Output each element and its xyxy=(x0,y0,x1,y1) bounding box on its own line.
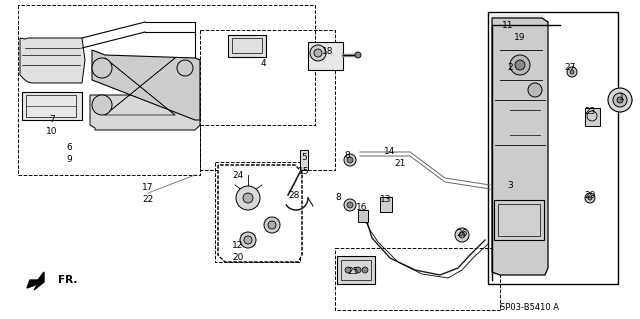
Circle shape xyxy=(347,202,353,208)
Text: 15: 15 xyxy=(298,167,310,176)
Bar xyxy=(200,30,335,170)
Circle shape xyxy=(588,196,592,200)
Circle shape xyxy=(355,52,361,58)
Text: 13: 13 xyxy=(380,196,392,204)
Circle shape xyxy=(314,49,322,57)
Text: 9: 9 xyxy=(66,155,72,165)
Circle shape xyxy=(570,70,574,74)
Polygon shape xyxy=(492,18,548,275)
Text: 21: 21 xyxy=(394,160,406,168)
Text: 8: 8 xyxy=(344,151,350,160)
Bar xyxy=(232,38,262,53)
Circle shape xyxy=(515,60,525,70)
Text: 28: 28 xyxy=(288,190,300,199)
Bar xyxy=(22,92,82,120)
Circle shape xyxy=(344,154,356,166)
Circle shape xyxy=(585,193,595,203)
Circle shape xyxy=(345,267,351,273)
Text: 18: 18 xyxy=(323,48,333,56)
Circle shape xyxy=(347,157,353,163)
Text: 5: 5 xyxy=(301,153,307,162)
Bar xyxy=(215,162,300,262)
Circle shape xyxy=(310,45,326,61)
Text: 11: 11 xyxy=(502,20,514,29)
Text: 2: 2 xyxy=(507,63,513,72)
Bar xyxy=(228,35,266,57)
Text: 26: 26 xyxy=(456,228,468,238)
Circle shape xyxy=(608,88,632,112)
Text: 20: 20 xyxy=(232,254,244,263)
Circle shape xyxy=(459,232,465,238)
Circle shape xyxy=(613,93,627,107)
Bar xyxy=(337,256,375,284)
Text: 4: 4 xyxy=(260,58,266,68)
Text: 8: 8 xyxy=(335,194,341,203)
Circle shape xyxy=(244,236,252,244)
Circle shape xyxy=(510,55,530,75)
Bar xyxy=(498,204,540,236)
Text: 19: 19 xyxy=(515,33,525,41)
Circle shape xyxy=(567,67,577,77)
Circle shape xyxy=(617,97,623,103)
Text: 17: 17 xyxy=(142,183,154,192)
Bar xyxy=(341,260,371,280)
Circle shape xyxy=(177,60,193,76)
Bar xyxy=(300,150,308,170)
Bar xyxy=(26,95,76,117)
Text: 7: 7 xyxy=(49,115,55,124)
Text: 6: 6 xyxy=(66,144,72,152)
Circle shape xyxy=(362,267,368,273)
Text: 22: 22 xyxy=(142,196,154,204)
Bar xyxy=(358,210,368,222)
Text: 29: 29 xyxy=(584,190,596,199)
Circle shape xyxy=(268,221,276,229)
Text: 27: 27 xyxy=(564,63,576,72)
Bar xyxy=(308,42,343,70)
Circle shape xyxy=(236,186,260,210)
Bar xyxy=(494,200,544,240)
Text: 24: 24 xyxy=(232,170,244,180)
Bar xyxy=(335,248,500,310)
Circle shape xyxy=(92,58,112,78)
Text: FR.: FR. xyxy=(58,275,77,285)
Circle shape xyxy=(455,228,469,242)
Bar xyxy=(380,197,392,212)
Text: 10: 10 xyxy=(46,128,58,137)
Circle shape xyxy=(243,193,253,203)
Circle shape xyxy=(344,199,356,211)
Bar xyxy=(585,108,600,126)
Text: 25: 25 xyxy=(348,268,358,277)
Circle shape xyxy=(92,95,112,115)
Text: 23: 23 xyxy=(584,108,596,116)
Text: 1: 1 xyxy=(619,93,625,101)
Polygon shape xyxy=(218,165,302,262)
Circle shape xyxy=(528,83,542,97)
Text: 12: 12 xyxy=(232,241,244,249)
Circle shape xyxy=(264,217,280,233)
Circle shape xyxy=(240,232,256,248)
Text: SP03-B5410 A: SP03-B5410 A xyxy=(500,303,559,313)
Text: 14: 14 xyxy=(384,147,396,157)
Polygon shape xyxy=(90,95,200,130)
Circle shape xyxy=(355,267,361,273)
Polygon shape xyxy=(92,50,200,120)
Polygon shape xyxy=(492,15,545,275)
Bar xyxy=(488,12,618,284)
Text: 3: 3 xyxy=(507,181,513,189)
Polygon shape xyxy=(27,272,44,290)
Polygon shape xyxy=(20,38,85,83)
Text: 16: 16 xyxy=(356,204,368,212)
